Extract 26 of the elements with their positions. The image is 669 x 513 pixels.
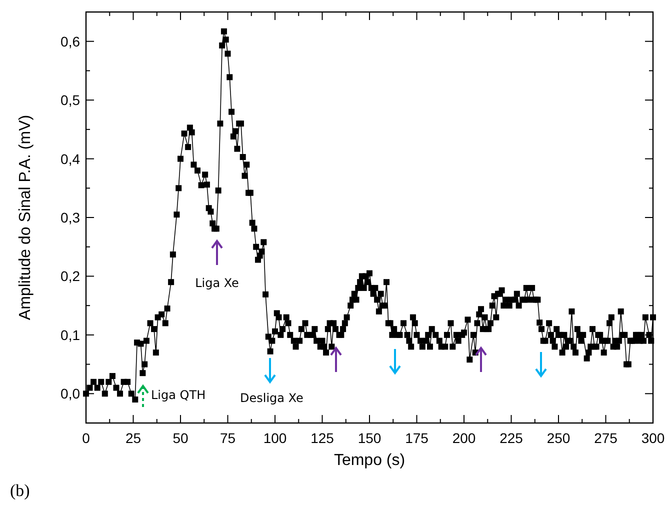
text: (b) [10, 481, 30, 500]
x-tick-label: 50 [172, 430, 188, 446]
y-tick-label: 0,5 [60, 92, 80, 108]
x-tick-label: 250 [546, 430, 570, 446]
x-tick-label: 300 [641, 430, 665, 446]
x-tick-label: 125 [310, 430, 334, 446]
x-tick-label: 225 [500, 430, 524, 446]
annotation: Liga Xe [195, 276, 239, 290]
x-tick-label: 25 [125, 430, 142, 446]
y-tick-label: 0,2 [60, 268, 80, 284]
y-axis-title: Amplitude do Sinal P.A. (mV) [17, 114, 34, 320]
x-tick-label: 100 [263, 430, 287, 446]
annotation: Desliga Xe [240, 391, 304, 405]
y-tick-label: 0,0 [60, 386, 80, 402]
annotation: Liga QTH [151, 388, 206, 402]
y-tick-label: 0,3 [60, 210, 80, 226]
y-tick-label: 0,1 [60, 326, 80, 343]
x-tick-label: 275 [594, 430, 618, 446]
x-tick-label: 200 [452, 430, 476, 446]
x-tick-label: 75 [220, 430, 236, 446]
x-tick-label: 150 [358, 430, 382, 446]
x-axis-title: Tempo (s) [334, 452, 406, 469]
y-tick-label: 0,4 [60, 150, 80, 167]
x-tick-label: 175 [405, 430, 429, 446]
y-tick-label: 0,6 [60, 33, 80, 50]
x-tick-label: 0 [82, 430, 90, 446]
